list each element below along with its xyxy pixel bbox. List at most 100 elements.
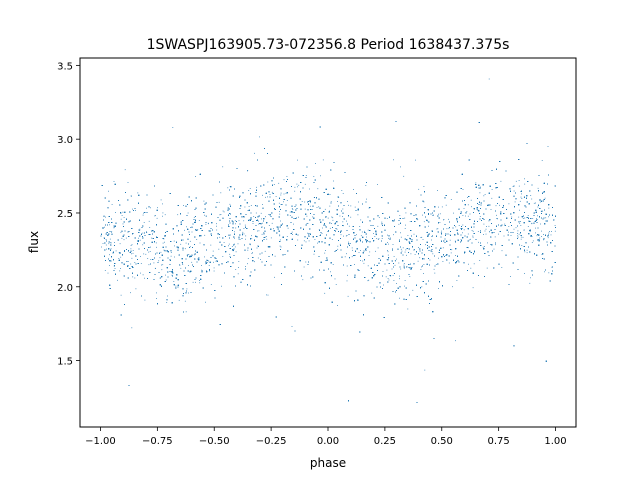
data-point: [538, 235, 540, 236]
data-point: [262, 194, 263, 196]
data-point: [279, 211, 280, 212]
data-point: [132, 252, 134, 254]
data-point: [376, 238, 378, 239]
data-point: [139, 230, 141, 231]
data-point: [142, 274, 144, 276]
data-point: [448, 218, 449, 220]
data-point: [123, 239, 125, 241]
data-point: [434, 272, 436, 274]
data-point: [342, 221, 344, 223]
data-point: [392, 250, 393, 251]
data-point: [508, 203, 510, 205]
data-point: [210, 244, 212, 246]
data-point: [234, 246, 236, 248]
data-point: [450, 252, 452, 254]
data-point: [410, 263, 411, 265]
data-point: [477, 209, 479, 211]
data-point: [213, 267, 215, 269]
data-point: [522, 218, 524, 219]
data-point: [335, 284, 337, 285]
data-point: [193, 254, 195, 256]
data-point: [540, 223, 541, 225]
data-point: [273, 228, 274, 230]
data-point: [348, 225, 350, 227]
data-point: [524, 217, 526, 219]
data-point: [108, 243, 110, 245]
data-point: [512, 186, 514, 187]
data-point: [504, 223, 506, 225]
data-point: [423, 258, 425, 260]
data-point: [544, 271, 545, 273]
data-point: [521, 193, 522, 195]
data-point: [252, 252, 253, 254]
data-point: [346, 265, 348, 267]
data-point: [342, 216, 343, 217]
data-point: [216, 223, 217, 225]
data-point: [219, 236, 221, 238]
data-point: [114, 226, 115, 228]
data-point: [102, 243, 104, 244]
data-point: [462, 215, 464, 216]
data-point: [138, 237, 139, 239]
data-point: [331, 223, 332, 224]
data-point: [205, 216, 207, 217]
data-point: [247, 170, 249, 171]
data-point: [175, 285, 177, 287]
data-point: [527, 226, 529, 227]
data-point: [360, 219, 362, 221]
data-point: [143, 222, 145, 223]
data-point: [248, 206, 250, 207]
data-point: [237, 243, 239, 245]
data-point: [537, 206, 539, 208]
data-point: [455, 340, 456, 342]
data-point: [421, 266, 422, 268]
data-point: [127, 182, 129, 183]
data-point: [285, 192, 287, 194]
data-point: [118, 252, 120, 254]
data-point: [347, 201, 348, 202]
data-point: [522, 236, 524, 238]
data-point: [548, 232, 550, 234]
data-point: [306, 237, 308, 239]
data-point: [239, 239, 241, 240]
data-point: [339, 243, 341, 245]
data-point: [250, 244, 251, 246]
data-point: [304, 183, 306, 185]
data-point: [348, 204, 349, 206]
data-point: [229, 234, 231, 236]
data-point: [265, 196, 266, 198]
data-point: [400, 268, 402, 270]
data-point: [324, 292, 326, 294]
data-point: [161, 269, 163, 271]
data-point: [271, 191, 273, 193]
data-point: [247, 210, 249, 211]
data-point: [142, 214, 144, 216]
data-point: [399, 278, 400, 280]
data-point: [247, 249, 249, 251]
data-point: [182, 264, 184, 265]
data-point: [132, 208, 133, 210]
data-point: [360, 260, 361, 261]
data-point: [536, 218, 537, 220]
data-point: [184, 248, 186, 250]
data-point: [258, 230, 260, 232]
data-point: [340, 234, 342, 236]
data-point: [120, 231, 122, 233]
data-point: [212, 250, 214, 252]
data-point: [463, 229, 465, 231]
data-point: [519, 222, 521, 224]
data-point: [162, 203, 163, 205]
data-point: [331, 216, 333, 218]
data-point: [429, 259, 431, 261]
data-point: [185, 242, 187, 244]
data-point: [267, 294, 269, 296]
data-point: [314, 239, 316, 240]
data-point: [491, 189, 493, 190]
data-point: [330, 201, 332, 203]
data-point: [286, 176, 288, 177]
data-point: [422, 239, 424, 240]
data-point: [174, 256, 175, 258]
data-point: [221, 227, 223, 229]
data-point: [204, 234, 206, 236]
data-point: [387, 278, 389, 279]
